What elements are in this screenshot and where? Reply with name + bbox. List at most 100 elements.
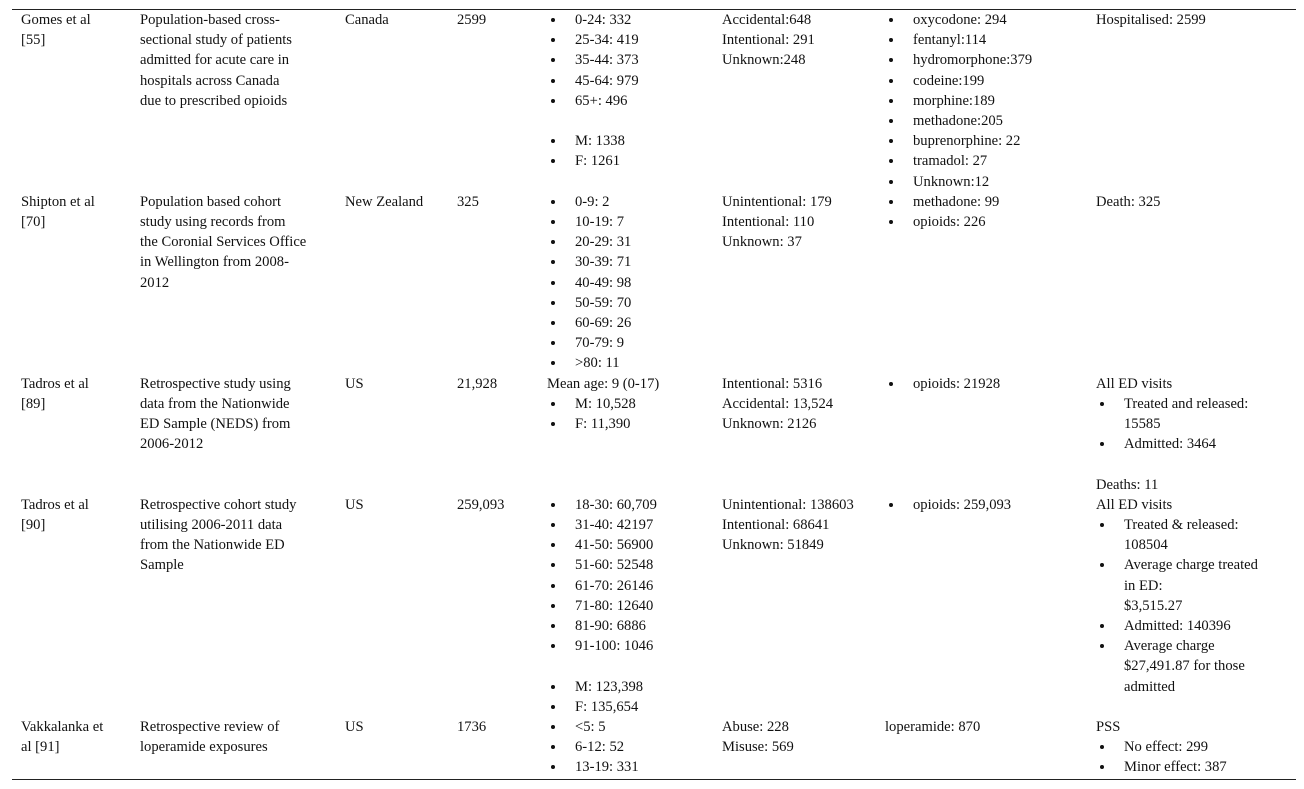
bullet-text: Admitted: 140396: [1124, 618, 1231, 634]
bullet: [551, 704, 555, 709]
bullet: [551, 280, 555, 285]
bullet-text: $3,515.27: [1124, 597, 1183, 614]
bullet-text: 40-49: 98: [575, 274, 632, 291]
bullet: [551, 684, 555, 689]
cell-text: 21,928: [457, 375, 498, 392]
cell-text: Unintentional: 138603: [722, 496, 854, 513]
cell-text: Shipton et al: [21, 193, 95, 210]
bullet-text: 51-60: 52548: [575, 557, 654, 574]
bullet-text: M: 123,398: [575, 678, 644, 695]
bullet: [889, 78, 893, 83]
bullet: [551, 300, 555, 305]
bullet-text: morphine:189: [913, 92, 995, 109]
bullet-text: 60-69: 26: [575, 315, 632, 331]
bullet-text: codeine:199: [913, 72, 985, 89]
bullet-text: 31-40: 42197: [575, 517, 654, 533]
bullet-text: methadone:205: [913, 113, 1003, 129]
bullet-text: 30-39: 71: [575, 254, 632, 271]
cell-text: Sample: [140, 557, 184, 574]
bullet-text: opioids: 259,093: [913, 496, 1012, 513]
bullet: [551, 78, 555, 83]
cell-text: 2006-2012: [140, 436, 204, 453]
cell-text: al [91]: [21, 739, 60, 756]
cell-text: 325: [457, 193, 479, 210]
bullet-text: Unknown:12: [913, 173, 990, 190]
cell-text: [70]: [21, 214, 46, 230]
bullet-text: 6-12: 52: [575, 739, 625, 756]
cell-text: 259,093: [457, 496, 505, 513]
bullet-text: 25-34: 419: [575, 32, 639, 49]
bullet: [1100, 745, 1104, 750]
cell-text: Accidental: 13,524: [722, 395, 834, 412]
bullet: [551, 240, 555, 245]
cell-text: loperamide exposures: [140, 739, 268, 756]
bullet: [889, 98, 893, 103]
bullet-text: F: 11,390: [575, 416, 631, 432]
bullet: [551, 220, 555, 224]
bullet-text: hydromorphone:379: [913, 52, 1033, 69]
bullet-text: Average charge: [1124, 638, 1215, 655]
bullet: [551, 341, 555, 346]
bullet: [1100, 523, 1104, 527]
cell-text: loperamide: 870: [885, 719, 981, 735]
cell-text: Canada: [345, 12, 389, 28]
bullet: [551, 725, 555, 729]
cell-text: Hospitalised: 2599: [1096, 12, 1206, 28]
bullet: [889, 381, 893, 386]
cell-text: US: [345, 496, 364, 513]
bullet: [551, 38, 555, 43]
bullet-text: 45-64: 979: [575, 72, 639, 89]
bullet-text: Admitted: 3464: [1124, 436, 1217, 453]
bullet: [889, 18, 893, 22]
bullet: [551, 624, 555, 628]
bullet: [551, 603, 555, 608]
cell-text: Death: 325: [1096, 193, 1161, 210]
bullet-text: 50-59: 70: [575, 294, 632, 311]
bullet-text: 65+: 496: [575, 92, 628, 109]
cell-text: Intentional: 291: [722, 32, 815, 49]
cell-text: Intentional: 68641: [722, 517, 830, 533]
bullet: [1100, 442, 1104, 447]
cell-text: hospitals across Canada: [140, 72, 280, 89]
cell-text: 1736: [457, 719, 487, 735]
bullet: [551, 765, 555, 770]
bullet-text: M: 10,528: [575, 395, 636, 412]
bullet-text: Minor effect: 387: [1124, 759, 1227, 776]
cell-text: Population-based cross-: [140, 12, 280, 28]
bullet: [551, 98, 555, 103]
bullet-text: admitted: [1124, 678, 1176, 695]
bullet-text: in ED:: [1124, 577, 1163, 594]
bullet-text: 10-19: 7: [575, 214, 625, 230]
bullet-text: 18-30: 60,709: [575, 496, 657, 513]
bullet: [551, 583, 555, 588]
bullet-text: buprenorphine: 22: [913, 133, 1021, 150]
bullet-text: 71-80: 12640: [575, 597, 654, 614]
bullet-text: Treated and released:: [1124, 395, 1249, 412]
bullet-text: 0-9: 2: [575, 193, 610, 210]
cell-text: Vakkalanka et: [21, 719, 104, 735]
bullet: [889, 139, 893, 144]
bottom-rule: [12, 779, 1296, 780]
bullet: [889, 159, 893, 164]
cell-text: Population based cohort: [140, 193, 282, 210]
cell-text: Unknown: 2126: [722, 416, 817, 432]
cell-text: in Wellington from 2008-: [140, 254, 289, 271]
bullet: [1100, 765, 1104, 770]
bullet-text: 108504: [1124, 537, 1168, 554]
bullet: [551, 58, 555, 63]
cell-text: [55]: [21, 32, 46, 49]
cell-text: from the Nationwide ED: [140, 537, 285, 554]
cell-text: Retrospective study using: [140, 375, 291, 392]
bullet-text: M: 1338: [575, 133, 625, 150]
cell-text: data from the Nationwide: [140, 395, 290, 412]
cell-text: [89]: [21, 395, 46, 412]
bullet: [551, 401, 555, 406]
bullet: [551, 422, 555, 426]
cell-text: Unintentional: 179: [722, 193, 832, 210]
bullet-text: 41-50: 56900: [575, 537, 654, 554]
bullet-text: 13-19: 331: [575, 759, 639, 776]
bullet: [1100, 563, 1104, 568]
bullet-text: 0-24: 332: [575, 12, 632, 28]
bullet: [889, 502, 893, 507]
bullet-text: 35-44: 373: [575, 52, 639, 69]
